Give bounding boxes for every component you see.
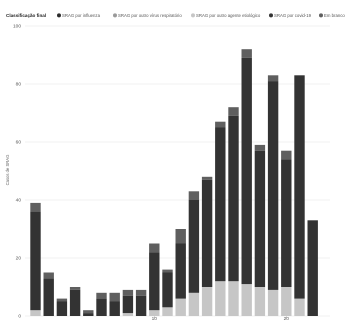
bar-segment — [149, 243, 160, 253]
bar-segment — [175, 243, 186, 299]
bar-segment — [215, 281, 226, 316]
bar-segment — [254, 150, 266, 287]
legend-swatch — [191, 13, 195, 18]
bar-segment — [175, 298, 186, 316]
bars — [30, 49, 318, 316]
bar-segment — [188, 292, 200, 316]
bar-segment — [56, 298, 68, 302]
bar-segment — [69, 289, 81, 316]
bar-segment — [267, 75, 279, 82]
bar-segment — [96, 292, 107, 299]
bar-segment — [294, 75, 305, 299]
bar-segment — [162, 269, 173, 273]
bar-segment — [267, 289, 279, 316]
legend-swatch — [113, 13, 117, 18]
bar-segment — [215, 121, 226, 128]
y-tick-label: 100 — [13, 24, 21, 30]
bar-segment — [228, 107, 239, 116]
bar-segment — [43, 278, 54, 316]
bar-segment — [281, 159, 292, 287]
bar-segment — [109, 301, 120, 316]
legend-label: SRAG por outro vírus respiratório — [118, 13, 182, 18]
x-tick-label: 10 — [152, 316, 158, 320]
y-tick-label: 20 — [16, 256, 22, 262]
bar-segment — [135, 295, 147, 316]
bar-segment — [122, 289, 134, 296]
bar-segment — [149, 252, 160, 311]
bar-segment — [30, 310, 41, 316]
bar-segment — [30, 211, 41, 311]
axes: Casos de SRAG 0 20 40 60 80 100 10 20 — [5, 24, 290, 322]
legend-label: SRAG por covid-19 — [274, 13, 312, 18]
bar-segment — [215, 127, 226, 282]
bar-segment — [281, 287, 292, 316]
bar-segment — [267, 81, 279, 290]
bar-segment — [56, 301, 68, 316]
x-tick-label: 20 — [284, 316, 290, 320]
bar-segment — [69, 287, 81, 290]
bar-segment — [162, 307, 173, 316]
bar-segment — [30, 202, 41, 212]
gridlines — [25, 25, 330, 317]
bar-segment — [149, 310, 160, 316]
bar-segment — [241, 49, 252, 58]
legend-swatch — [319, 13, 323, 18]
bar-segment — [43, 272, 54, 279]
legend-swatch — [269, 13, 273, 18]
legend-label: SRAG por outro agente etiológico — [196, 13, 261, 18]
bar-segment — [188, 200, 200, 293]
legend-label: SRAG por influenza — [62, 13, 101, 18]
legend-swatch — [57, 13, 61, 18]
bar-segment — [254, 287, 266, 316]
bar-segment — [122, 295, 134, 314]
legend: Classificação final SRAG por influenza SR… — [6, 13, 345, 18]
bar-segment — [83, 313, 94, 316]
bar-segment — [294, 298, 305, 316]
y-tick-label: 80 — [16, 82, 22, 88]
bar-segment — [307, 220, 318, 316]
bar-segment — [83, 310, 94, 314]
bar-segment — [281, 150, 292, 160]
legend-title: Classificação final — [6, 13, 46, 18]
bar-segment — [241, 284, 252, 316]
bar-segment — [228, 115, 239, 282]
bar-segment — [122, 313, 134, 316]
bar-segment — [175, 229, 186, 244]
bar-segment — [188, 191, 200, 200]
legend-label: Em branco — [324, 13, 345, 18]
bar-segment — [228, 281, 239, 316]
bar-segment — [201, 287, 213, 316]
bar-segment — [96, 298, 107, 316]
bar-segment — [201, 176, 213, 180]
y-tick-label: 0 — [18, 314, 21, 320]
bar-segment — [201, 179, 213, 287]
bar-segment — [109, 292, 120, 302]
bar-segment — [162, 272, 173, 308]
y-axis-title: Casos de SRAG — [5, 155, 10, 186]
bar-segment — [135, 289, 147, 296]
y-tick-label: 60 — [16, 140, 22, 146]
bar-segment — [241, 57, 252, 285]
bar-segment — [254, 144, 266, 151]
y-tick-label: 40 — [16, 198, 22, 204]
